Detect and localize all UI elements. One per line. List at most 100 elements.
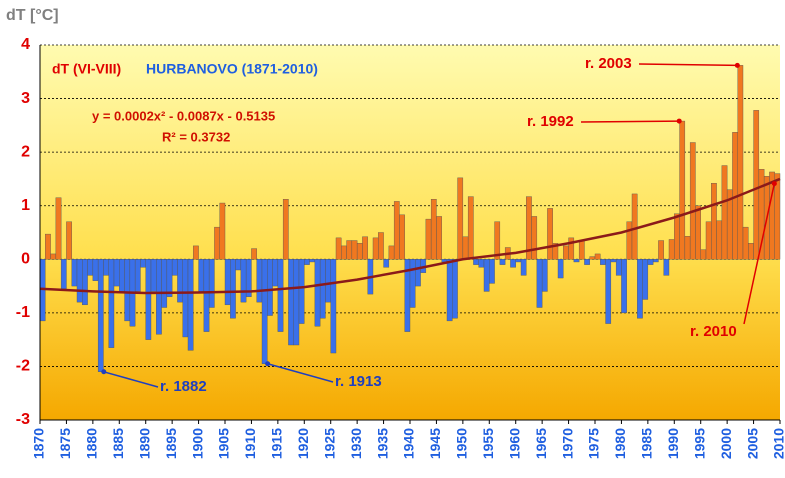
x-tick-label: 1995 [691, 428, 707, 459]
bar [203, 259, 210, 332]
bar [256, 259, 263, 303]
x-tick-label: 1920 [295, 428, 311, 459]
x-tick-label: 1905 [216, 428, 232, 459]
bar [573, 259, 580, 263]
bar [97, 259, 104, 372]
bar [467, 196, 474, 260]
bar [219, 202, 226, 260]
bar [483, 259, 490, 292]
bar [748, 243, 754, 260]
x-tick-label: 1930 [348, 428, 364, 459]
bar [362, 236, 368, 260]
bar [737, 65, 744, 260]
bar [71, 259, 78, 287]
bar [171, 259, 178, 276]
y-tick-label: -3 [16, 411, 30, 428]
bar [66, 221, 72, 260]
bar [60, 259, 67, 289]
bar [261, 259, 268, 364]
bar [594, 253, 601, 260]
y-tick-label: 3 [21, 90, 30, 107]
x-tick-label: 2010 [771, 428, 785, 459]
bar [436, 216, 442, 260]
x-tick-label: 1955 [480, 428, 496, 459]
bar [76, 259, 83, 303]
bar [721, 165, 728, 260]
subtitle: HURBANOVO (1871-2010) [146, 61, 318, 77]
bar [663, 259, 670, 276]
y-tick-label: 0 [21, 251, 30, 268]
annotation: r. 1913 [335, 373, 382, 390]
bar [224, 259, 231, 306]
bar [156, 259, 162, 335]
x-tick-label: 1975 [586, 428, 602, 459]
bar [372, 237, 379, 260]
bar [637, 259, 643, 319]
bar [304, 259, 310, 265]
bar [658, 240, 664, 260]
annotation-arrowhead [676, 118, 682, 124]
bar [531, 216, 538, 260]
bar [134, 259, 141, 292]
x-tick-label: 1965 [533, 428, 549, 459]
bar [378, 232, 384, 260]
y-tick-label: -1 [16, 304, 30, 321]
bar [335, 237, 342, 260]
x-tick-label: 1870 [31, 428, 47, 459]
bar [473, 259, 479, 265]
bar [161, 259, 168, 308]
bar [388, 245, 395, 260]
annotation: r. 1992 [527, 113, 574, 130]
annotation-arrow [267, 363, 334, 383]
bar [621, 259, 627, 314]
annotation-arrow [103, 371, 159, 388]
annotation: r. 2003 [585, 55, 632, 72]
x-tick-label: 1935 [374, 428, 390, 459]
x-tick-label: 1915 [269, 428, 285, 459]
bar [452, 259, 458, 319]
bar [774, 173, 781, 260]
bar [150, 259, 157, 292]
bar [383, 259, 390, 268]
bar [610, 259, 617, 263]
bar [462, 236, 469, 260]
x-tick-label: 1980 [612, 428, 628, 459]
bar [494, 221, 501, 260]
bar [399, 214, 405, 260]
bar [50, 253, 57, 260]
bar [605, 259, 612, 324]
bar [425, 218, 432, 260]
bar [626, 221, 633, 260]
y-tick-label: 1 [21, 197, 30, 214]
annotation-arrow [743, 183, 776, 325]
bar [319, 259, 326, 319]
bar [415, 259, 421, 287]
bar [552, 243, 559, 260]
bar [642, 259, 649, 300]
y-tick-label: 2 [21, 143, 30, 160]
plot-area [40, 45, 780, 420]
bar [478, 259, 485, 268]
bar [288, 259, 294, 346]
bar [711, 183, 717, 260]
annotation-arrowhead [265, 361, 271, 367]
bar [140, 259, 146, 268]
bar [457, 177, 464, 260]
x-tick-label: 2000 [718, 428, 734, 459]
bars [39, 65, 781, 372]
bar [282, 199, 289, 260]
bar [430, 199, 437, 260]
bar [631, 193, 638, 260]
x-tick-label: 1940 [401, 428, 417, 459]
y-tick-label: 4 [21, 36, 30, 53]
bar [536, 259, 543, 308]
bar [293, 259, 300, 346]
x-tick-label: 2005 [744, 428, 760, 459]
bar [356, 243, 363, 260]
annotation-arrowhead [771, 181, 777, 187]
annotation-arrowhead [101, 369, 107, 375]
bar [563, 245, 569, 260]
bar [193, 245, 199, 260]
annotation: r. 1882 [160, 378, 207, 395]
